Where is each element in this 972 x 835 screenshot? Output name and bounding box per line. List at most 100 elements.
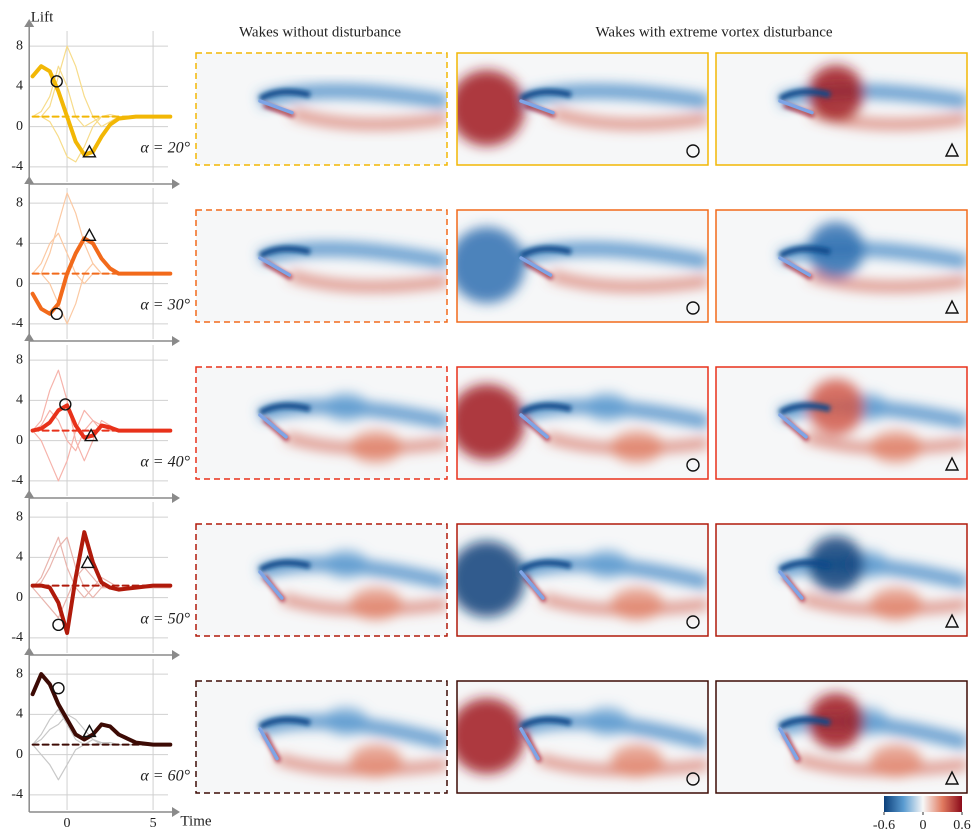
flow-field xyxy=(457,524,708,636)
colorbar-tick-label: 0 xyxy=(920,818,927,833)
wake-vortex xyxy=(350,431,402,463)
panel-frame xyxy=(195,209,448,323)
y-tick-label: -4 xyxy=(11,316,23,331)
panel-icon-triangle xyxy=(944,142,960,157)
angle-label: α = 60° xyxy=(140,767,190,784)
disturbance-vortex xyxy=(457,384,525,460)
y-tick-label: 0 xyxy=(16,747,23,762)
panel-icon-triangle xyxy=(944,770,960,785)
airfoil xyxy=(258,727,279,761)
y-tick-label: 0 xyxy=(16,433,23,448)
wake-vortex xyxy=(870,588,922,620)
airfoil xyxy=(519,570,545,600)
disturbance-vortex xyxy=(457,541,525,617)
flow-blobs xyxy=(777,222,967,292)
airfoil xyxy=(519,727,540,761)
flow-panel xyxy=(456,680,709,794)
lower-wake xyxy=(807,270,967,292)
flow-background xyxy=(196,367,447,479)
airfoil xyxy=(519,99,555,115)
panel-frame xyxy=(456,52,709,166)
wake-vortex xyxy=(350,588,402,620)
axis-arrow xyxy=(172,493,180,503)
disturbance-vortex xyxy=(457,698,525,774)
thick-line xyxy=(30,672,173,747)
panel-frame xyxy=(715,523,968,637)
panel-icon-circle xyxy=(686,772,700,786)
shear-layer xyxy=(519,402,572,416)
angle-label: α = 30° xyxy=(140,296,190,313)
flow-blobs xyxy=(257,550,447,620)
flow-field xyxy=(196,681,447,793)
y-tick-label: 8 xyxy=(16,195,23,210)
axis-arrow xyxy=(172,807,180,817)
airfoil xyxy=(258,256,292,277)
y-tick-label: 4 xyxy=(16,550,23,565)
wake-vortex xyxy=(585,550,629,578)
lower-wake xyxy=(287,270,447,292)
airfoil xyxy=(258,570,284,600)
angle-label: α = 40° xyxy=(140,453,190,470)
marker-triangle xyxy=(83,428,99,442)
upper-wake xyxy=(257,84,447,109)
flow-field xyxy=(716,681,967,793)
flow-panel xyxy=(456,209,709,323)
lower-wake xyxy=(795,753,967,776)
flow-panel xyxy=(715,523,968,637)
y-tick-label: 4 xyxy=(16,707,23,722)
flow-blobs xyxy=(777,65,967,130)
wake-vortex xyxy=(611,588,663,620)
y-tick-label: -4 xyxy=(11,787,23,802)
panel-frame xyxy=(456,366,709,480)
panel-frame xyxy=(715,52,968,166)
thin-line xyxy=(32,536,171,599)
flow-blobs xyxy=(257,241,447,292)
airfoil xyxy=(258,99,294,115)
airfoil xyxy=(778,570,804,600)
disturbance-vortex xyxy=(808,536,864,592)
flow-field xyxy=(457,53,708,165)
axis-arrow xyxy=(24,333,35,341)
angle-label: α = 20° xyxy=(140,139,190,156)
panel-icon-circle xyxy=(686,144,700,158)
wake-vortex xyxy=(611,431,663,463)
flow-shear xyxy=(519,88,572,118)
flow-panel xyxy=(715,366,968,480)
panel-frame xyxy=(715,366,968,480)
y-tick-label: -4 xyxy=(11,159,23,174)
flow-panel xyxy=(195,680,448,794)
shear-layer xyxy=(524,103,556,118)
airfoil xyxy=(258,413,288,439)
axis-arrow xyxy=(172,650,180,660)
shear-layer xyxy=(519,245,572,259)
flow-shear xyxy=(778,88,831,118)
flow-blobs xyxy=(457,70,708,146)
flow-field xyxy=(196,53,447,165)
marker-circle xyxy=(50,75,63,88)
marker-circle xyxy=(59,398,72,411)
y-tick-label: 4 xyxy=(16,79,23,94)
y-tick-label: -4 xyxy=(11,473,23,488)
lower-wake xyxy=(290,107,447,130)
panel-frame xyxy=(195,680,448,794)
flow-field xyxy=(716,210,967,322)
flow-blobs xyxy=(457,384,708,463)
wake-vortex xyxy=(324,550,368,578)
airfoil xyxy=(519,413,549,439)
disturbance-vortex xyxy=(808,693,864,749)
panel-frame xyxy=(456,209,709,323)
y-tick-label: 8 xyxy=(16,38,23,53)
thick-line xyxy=(30,403,173,440)
disturbance-vortex xyxy=(808,379,864,435)
axis-arrow xyxy=(24,647,35,655)
thick-line xyxy=(30,530,173,635)
flow-field xyxy=(716,524,967,636)
axis-arrow xyxy=(24,19,35,27)
lower-wake xyxy=(551,107,708,130)
flow-shear xyxy=(258,88,311,118)
y-tick-label: 0 xyxy=(16,590,23,605)
flow-panel xyxy=(456,52,709,166)
x-tick-label: 5 xyxy=(150,816,157,831)
colorbar xyxy=(884,796,962,812)
